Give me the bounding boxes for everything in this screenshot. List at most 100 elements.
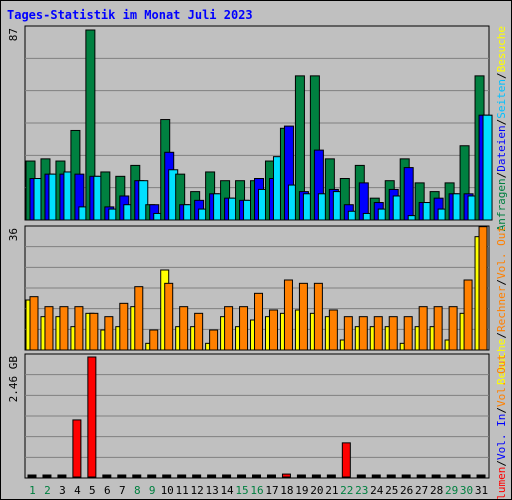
bar-volumen-day-18 (281, 473, 291, 478)
y-max-label: 36 (7, 228, 20, 241)
bar-rechner-day-20 (313, 282, 323, 351)
bar-rechner-day-19 (298, 282, 308, 351)
y-max-label: 2.46 GB (7, 356, 20, 403)
bar-volumen-day-21 (326, 474, 336, 478)
day-label-3: 3 (59, 484, 66, 497)
bar-seiten-day-31 (482, 114, 493, 221)
day-label-5: 5 (89, 484, 96, 497)
bar-volumen-day-13 (207, 474, 217, 478)
bar-rechner-day-29 (448, 306, 458, 351)
day-label-15: 15 (235, 484, 248, 497)
bar-rechner-day-10 (164, 282, 174, 351)
bar-rechner-day-21 (328, 309, 338, 351)
legend-entry: Vol. Out (495, 354, 508, 407)
legend-entry: / (495, 460, 508, 467)
bar-rechner-day-2 (44, 306, 54, 351)
bar-rechner-day-13 (209, 329, 219, 351)
day-label-7: 7 (119, 484, 126, 497)
day-label-11: 11 (176, 484, 189, 497)
bar-rechner-day-9 (149, 329, 159, 351)
day-label-12: 12 (191, 484, 204, 497)
legend-entry: / (495, 332, 508, 339)
day-label-9: 9 (149, 484, 156, 497)
bar-volumen-day-30 (461, 474, 471, 478)
legend-entry: Seiten (495, 79, 508, 119)
day-label-8: 8 (134, 484, 141, 497)
chart-title: Tages-Statistik im Monat Juli 2023 (7, 8, 253, 22)
day-label-21: 21 (325, 484, 338, 497)
legend-entry: Besuche (495, 26, 508, 72)
bar-volumen-day-14 (222, 474, 232, 478)
bar-volumen-day-20 (311, 474, 321, 478)
bar-volumen-day-29 (446, 474, 456, 478)
bar-rechner-day-23 (358, 316, 368, 351)
bar-volumen-day-4 (72, 419, 82, 478)
bar-rechner-day-15 (239, 306, 249, 351)
bar-volumen-day-15 (237, 474, 247, 478)
bar-rechner-day-1 (29, 296, 39, 351)
bar-rechner-day-4 (74, 306, 84, 351)
legend-entry: Vol. Out (495, 226, 508, 279)
legend-entry: / (495, 119, 508, 126)
bar-rechner-day-16 (254, 292, 264, 351)
bar-volumen-day-5 (87, 356, 97, 478)
y-max-label: 87 (7, 28, 20, 41)
day-label-29: 29 (445, 484, 458, 497)
day-label-24: 24 (370, 484, 384, 497)
day-label-28: 28 (430, 484, 443, 497)
day-label-23: 23 (355, 484, 368, 497)
bar-rechner-day-11 (179, 306, 189, 351)
bar-volumen-day-22 (341, 442, 351, 478)
series-legend: Anfragen/Dateien/Seiten/Besuche (495, 26, 508, 231)
bar-rechner-day-31 (478, 226, 488, 351)
day-label-25: 25 (385, 484, 398, 497)
day-label-4: 4 (74, 484, 81, 497)
bar-rechner-day-30 (463, 279, 473, 351)
bar-volumen-day-12 (192, 474, 202, 478)
bar-dateien-day-26 (403, 167, 414, 221)
legend-entry: Vol. In (495, 414, 508, 460)
day-label-22: 22 (340, 484, 353, 497)
legend-entry: / (495, 72, 508, 79)
legend-entry: / (495, 172, 508, 179)
day-label-17: 17 (265, 484, 278, 497)
bar-volumen-day-6 (102, 474, 112, 478)
bar-volumen-day-1 (27, 474, 37, 478)
bar-rechner-day-25 (388, 316, 398, 351)
day-label-1: 1 (29, 484, 36, 497)
series-legend: Besuche/Rechner/Vol. Out (495, 226, 508, 385)
bar-volumen-day-3 (57, 474, 67, 478)
day-label-18: 18 (280, 484, 293, 497)
bar-volumen-day-16 (252, 474, 262, 478)
day-label-19: 19 (295, 484, 308, 497)
bar-volumen-day-9 (147, 474, 157, 478)
legend-entry: Anfragen (495, 178, 508, 231)
legend-entry: Volumen (495, 467, 508, 500)
bar-volumen-day-19 (296, 474, 306, 478)
day-label-31: 31 (475, 484, 488, 497)
bar-rechner-day-24 (373, 316, 383, 351)
day-label-13: 13 (205, 484, 218, 497)
bar-volumen-day-25 (386, 474, 396, 478)
bar-rechner-day-17 (268, 309, 278, 351)
bar-rechner-day-8 (134, 286, 144, 351)
day-label-6: 6 (104, 484, 111, 497)
bar-rechner-day-7 (119, 302, 129, 351)
day-label-20: 20 (310, 484, 323, 497)
legend-entry: / (495, 279, 508, 286)
legend-entry: Dateien (495, 125, 508, 171)
bar-volumen-day-17 (266, 474, 276, 478)
bar-rechner-day-18 (283, 279, 293, 351)
bar-rechner-day-5 (89, 312, 99, 351)
day-label-14: 14 (220, 484, 234, 497)
bar-rechner-day-6 (104, 316, 114, 351)
bar-rechner-day-27 (418, 306, 428, 351)
bar-volumen-day-10 (162, 474, 172, 478)
bar-volumen-day-23 (356, 474, 366, 478)
day-label-26: 26 (400, 484, 413, 497)
day-label-30: 30 (460, 484, 473, 497)
bar-volumen-day-8 (132, 474, 142, 478)
series-legend: Volumen/Vol. In/Vol. Out (495, 354, 508, 500)
bar-volumen-day-7 (117, 474, 127, 478)
